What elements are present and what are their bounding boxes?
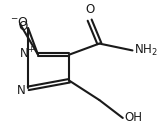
Text: N: N — [17, 84, 26, 97]
Text: O: O — [85, 3, 94, 16]
Text: $^{-}$O: $^{-}$O — [10, 16, 29, 29]
Text: N$^{+}$: N$^{+}$ — [19, 46, 36, 62]
Text: NH$_2$: NH$_2$ — [134, 43, 158, 58]
Text: O: O — [18, 20, 27, 33]
Text: OH: OH — [125, 111, 143, 124]
